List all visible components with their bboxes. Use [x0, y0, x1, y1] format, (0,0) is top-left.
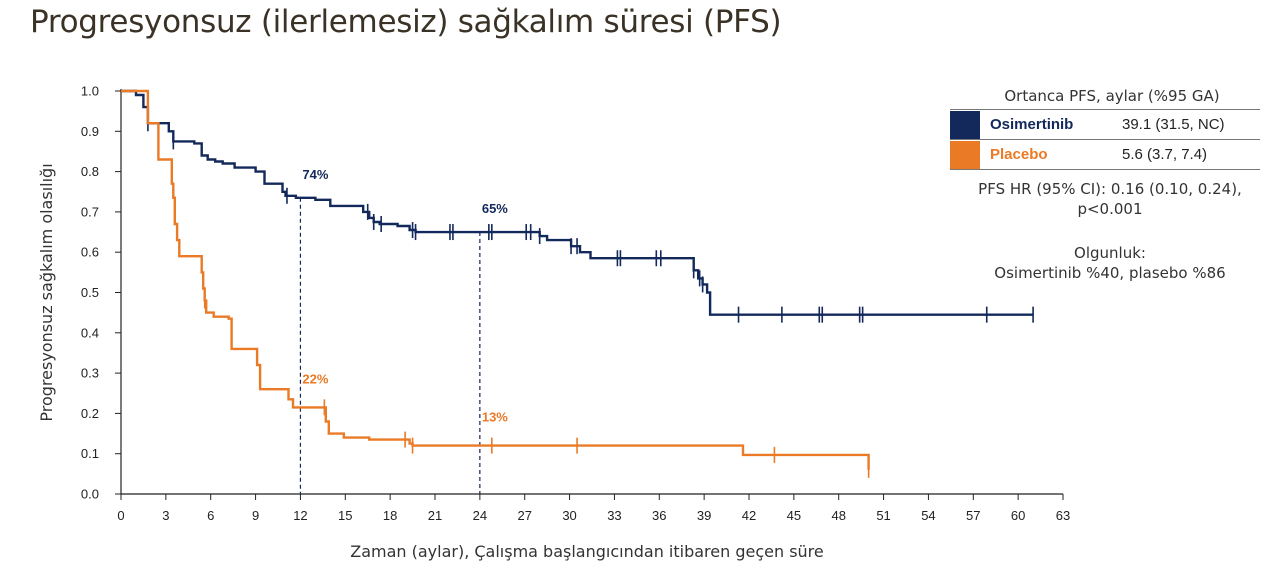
x-tick-label: 21 — [428, 508, 442, 523]
x-tick-label: 60 — [1011, 508, 1025, 523]
x-tick-label: 15 — [338, 508, 352, 523]
x-tick-label: 27 — [517, 508, 531, 523]
annotation-osimertinib-12m: 74% — [302, 167, 328, 182]
legend-row-osimertinib: Osimertinib 39.1 (31.5, NC) — [950, 109, 1260, 139]
x-tick-label: 63 — [1056, 508, 1070, 523]
x-axis-label: Zaman (aylar), Çalışma başlangıcından it… — [350, 542, 824, 561]
y-tick-label: 0.5 — [81, 285, 99, 300]
maturity-text: Olgunluk: Osimertinib %40, plasebo %86 — [960, 243, 1260, 283]
annotation-osimertinib-24m: 65% — [482, 201, 508, 216]
y-tick-label: 0.9 — [81, 124, 99, 139]
legend-name-osimertinib: Osimertinib — [990, 116, 1074, 133]
x-tick-label: 33 — [607, 508, 621, 523]
x-tick-label: 0 — [117, 508, 124, 523]
x-tick-label: 45 — [787, 508, 801, 523]
km-curve-placebo — [121, 89, 870, 470]
annotations: 74% 65% 22% 13% — [302, 167, 508, 425]
legend-header: Ortanca PFS, aylar (%95 GA) — [1004, 87, 1220, 105]
x-tick-label: 12 — [293, 508, 307, 523]
x-tick-label: 39 — [697, 508, 711, 523]
legend-row-placebo: Placebo 5.6 (3.7, 7.4) — [950, 139, 1260, 170]
x-tick-label: 9 — [252, 508, 259, 523]
legend-panel: Ortanca PFS, aylar (%95 GA) Osimertinib … — [950, 87, 1260, 283]
y-tick-label: 0.0 — [81, 487, 99, 502]
x-tick-label: 18 — [383, 508, 397, 523]
km-curves — [121, 89, 1034, 478]
annotation-placebo-12m: 22% — [302, 371, 328, 386]
legend-value-placebo: 5.6 (3.7, 7.4) — [1122, 146, 1208, 163]
y-tick-label: 0.6 — [81, 245, 99, 260]
x-tick-label: 6 — [207, 508, 214, 523]
hr-line-2: p<0.001 — [1077, 200, 1143, 218]
y-tick-label: 0.8 — [81, 164, 99, 179]
y-tick-label: 0.4 — [81, 325, 99, 340]
page-title: Progresyonsuz (ilerlemesiz) sağkalım sür… — [30, 4, 782, 40]
x-tick-label: 51 — [876, 508, 890, 523]
x-tick-label: 42 — [742, 508, 756, 523]
y-tick-label: 0.2 — [81, 406, 99, 421]
legend-swatch-osimertinib — [950, 110, 980, 139]
legend-name-placebo: Placebo — [990, 146, 1048, 163]
x-tick-label: 3 — [162, 508, 169, 523]
x-tick-label: 57 — [966, 508, 980, 523]
reference-lines — [299, 197, 481, 494]
maturity-line-1: Olgunluk: — [1074, 244, 1146, 262]
hazard-ratio-text: PFS HR (95% CI): 0.16 (0.10, 0.24), p<0.… — [960, 179, 1260, 219]
maturity-line-2: Osimertinib %40, plasebo %86 — [994, 264, 1226, 282]
legend-value-osimertinib: 39.1 (31.5, NC) — [1122, 116, 1225, 133]
y-axis-label: Progresyonsuz sağkalım olasılığı — [37, 163, 56, 421]
chart-axes: 0.00.10.20.30.40.50.60.70.80.91.00 3 6 9 12 1… — [37, 84, 1070, 562]
y-tick-label: 0.3 — [81, 366, 99, 381]
hr-line-1: PFS HR (95% CI): 0.16 (0.10, 0.24), — [978, 180, 1242, 198]
x-tick-label: 48 — [831, 508, 845, 523]
x-tick-label: 54 — [921, 508, 935, 523]
km-curve-osimertinib — [121, 89, 1034, 316]
y-tick-label: 1.0 — [81, 84, 99, 99]
x-tick-label: 30 — [562, 508, 576, 523]
y-tick-label: 0.1 — [81, 446, 99, 461]
y-tick-label: 0.7 — [81, 204, 99, 219]
legend-swatch-placebo — [950, 140, 980, 169]
x-tick-label: 24 — [473, 508, 487, 523]
x-tick-label: 36 — [652, 508, 666, 523]
annotation-placebo-24m: 13% — [482, 410, 508, 425]
